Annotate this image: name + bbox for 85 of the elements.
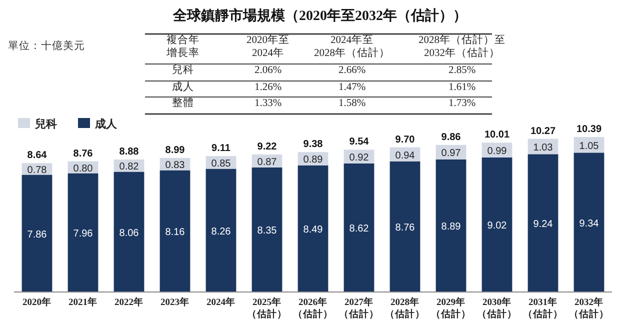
total-label: 10.27	[530, 126, 556, 137]
text: 1.26%	[254, 82, 282, 93]
data-label: 8.26	[211, 226, 232, 238]
x-tick-label: 2023年	[160, 296, 190, 308]
text: 全球鎮靜市場規模（2020年至2032年（估計））	[172, 7, 467, 24]
text: 2028年（估計）至2032年（估計）	[418, 33, 506, 59]
bar	[574, 152, 604, 292]
data-label: 1.03	[533, 142, 554, 154]
x-tick-label: 2024年	[206, 296, 236, 308]
text: 兒科	[172, 63, 194, 76]
text: 1.73%	[448, 98, 476, 109]
total-label: 9.70	[395, 134, 416, 146]
total-label: 9.11	[212, 143, 231, 154]
data-label: 0.89	[303, 154, 324, 166]
data-label: 8.35	[257, 226, 278, 237]
bar	[528, 154, 558, 292]
data-label: 7.86	[27, 229, 48, 240]
bar	[160, 170, 190, 292]
bar	[436, 159, 466, 292]
x-tick-label: 2028年（估計）	[385, 296, 425, 320]
text: 1.58%	[338, 98, 366, 109]
data-label: 9.02	[487, 220, 508, 232]
text: 2.85%	[448, 65, 476, 76]
bar	[390, 161, 420, 292]
data-label: 0.82	[119, 162, 140, 173]
total-label: 9.22	[257, 141, 278, 152]
data-label: 8.89	[441, 222, 462, 233]
data-label: 0.99	[487, 146, 508, 158]
x-tick-label: 2020年	[22, 296, 52, 308]
data-label: 0.78	[27, 164, 48, 176]
bar	[344, 163, 374, 292]
bar	[482, 157, 512, 292]
data-label: 8.62	[349, 224, 370, 235]
data-label: 0.97	[441, 148, 462, 160]
text: 2.66%	[338, 65, 366, 76]
text: 1.33%	[254, 98, 282, 109]
text: 1.61%	[448, 82, 476, 93]
bar	[114, 172, 144, 292]
data-label: 0.92	[349, 152, 370, 164]
x-tick-label: 2030年（估計）	[477, 296, 517, 320]
data-label: 9.34	[579, 218, 600, 230]
data-label: 0.83	[165, 160, 186, 172]
total-label: 9.38	[303, 139, 324, 150]
text: 成人	[172, 80, 194, 93]
total-label: 8.88	[119, 146, 140, 158]
x-tick-label: 2021年	[68, 296, 98, 308]
x-tick-label: 2022年	[114, 296, 144, 308]
data-label: 8.16	[165, 227, 186, 238]
total-label: 9.54	[349, 136, 370, 148]
x-tick-label: 2025年（估計）	[247, 296, 287, 320]
bar	[298, 165, 328, 292]
total-label: 8.64	[27, 150, 48, 162]
total-label: 8.76	[73, 148, 94, 160]
bar	[68, 173, 98, 292]
data-label: 8.06	[119, 228, 140, 239]
x-tick-label: 2029年（估計）	[431, 296, 471, 320]
data-label: 9.24	[533, 219, 554, 230]
text: 單位：十億美元	[8, 39, 85, 52]
text: 複合年增長率	[166, 33, 200, 59]
text: 整體	[172, 97, 194, 109]
data-label: 8.76	[395, 222, 416, 234]
x-tick-label: 2027年（估計）	[339, 296, 379, 320]
bar	[22, 174, 52, 292]
total-label: 8.99	[165, 144, 186, 156]
text: 2.06%	[254, 65, 282, 76]
legend-label: 兒科	[34, 118, 57, 130]
x-tick-label: 2031年（估計）	[523, 296, 563, 320]
data-label: 0.85	[211, 158, 232, 170]
data-label: 0.87	[257, 156, 278, 168]
x-tick-label: 2032年（估計）	[569, 296, 609, 320]
total-label: 10.01	[484, 130, 510, 141]
bar	[206, 168, 236, 292]
legend-label: 成人	[94, 118, 118, 130]
total-label: 9.86	[441, 132, 462, 143]
data-label: 0.94	[395, 150, 416, 162]
bar	[252, 167, 282, 292]
data-label: 8.49	[303, 224, 324, 236]
text: 1.47%	[338, 82, 366, 93]
x-tick-label: 2026年（估計）	[293, 296, 333, 320]
data-label: 7.96	[73, 228, 94, 240]
text: 2020年至2024年	[246, 34, 290, 59]
data-label: 1.05	[579, 140, 600, 152]
data-label: 0.80	[73, 163, 94, 174]
total-label: 10.39	[576, 124, 602, 135]
text: 2024年至2028年（估計）	[314, 34, 390, 59]
